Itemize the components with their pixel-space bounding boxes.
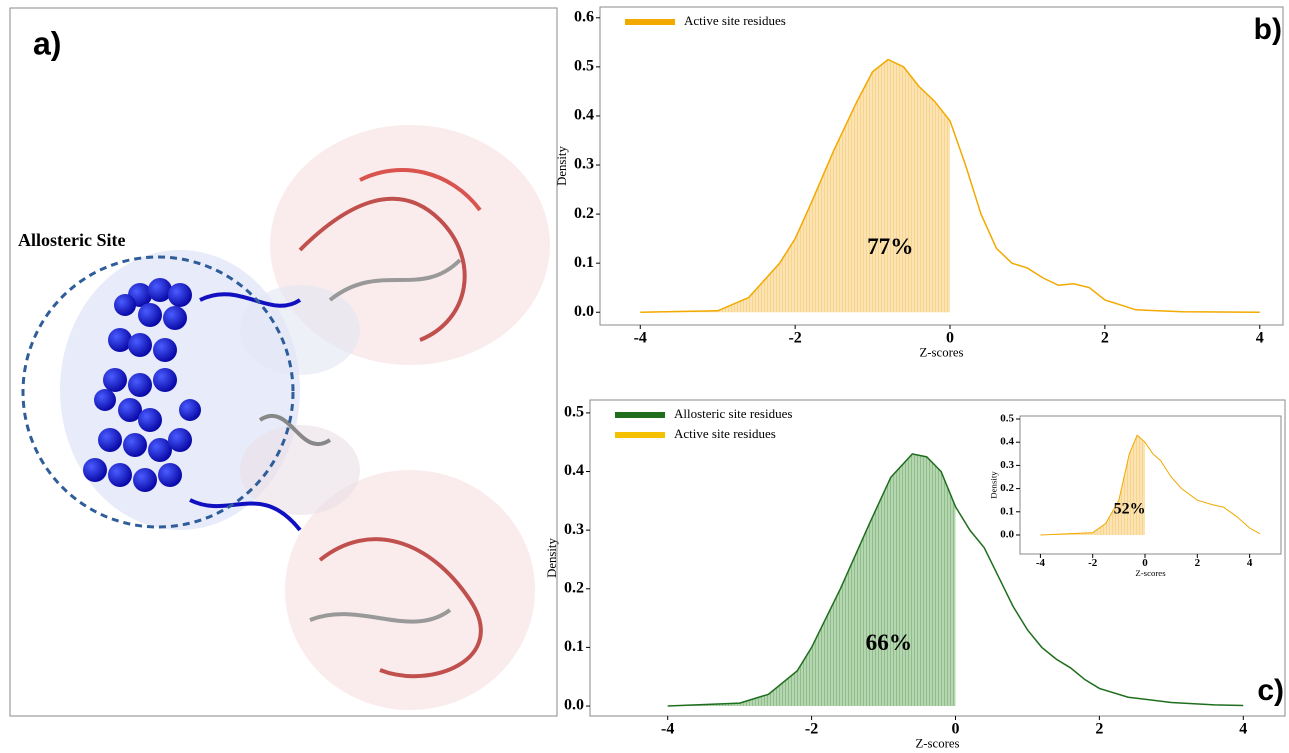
- site-label: Allosteric Site: [18, 230, 125, 250]
- legend-label: Active site residues: [674, 426, 776, 441]
- shaded-stripes: [667, 453, 956, 707]
- x-tick-label: -4: [661, 720, 674, 737]
- y-tick-label: 0.3: [574, 156, 594, 173]
- shaded-stripes: [1040, 435, 1146, 535]
- y-tick-label: 0.2: [564, 579, 584, 596]
- x-tick-label: 4: [1256, 329, 1264, 346]
- panel-label: c): [1257, 674, 1284, 707]
- y-tick-label: 0.1: [564, 638, 584, 655]
- x-tick-label: 2: [1101, 329, 1109, 346]
- density-line: [667, 453, 1244, 707]
- annotation: 66%: [866, 630, 912, 656]
- y-tick-label: 0.5: [564, 404, 584, 421]
- x-axis-label: Z-scores: [1135, 568, 1166, 578]
- allosteric-atoms: [83, 278, 201, 492]
- chart: 0.0 0.1 0.2 0.3 0.4 0.5 -4 -2 0 2 4 Z-scores Density…: [989, 413, 1282, 578]
- x-tick-label: 0: [946, 329, 954, 346]
- x-tick-label: 4: [1239, 720, 1247, 737]
- ribbons: [189, 168, 483, 679]
- x-tick-label: -2: [788, 329, 801, 346]
- x-tick-label: 0: [951, 720, 959, 737]
- panel-a: a) Allosteric Site: [9, 7, 558, 717]
- y-tick-label: 0.4: [1000, 436, 1014, 448]
- panel-label: b): [1254, 13, 1282, 46]
- protein-surface: [60, 250, 300, 530]
- y-tick-label: 0.6: [574, 8, 594, 25]
- legend-label: Active site residues: [684, 13, 786, 28]
- y-tick-label: 0.1: [1000, 505, 1014, 517]
- y-tick-label: 0.5: [574, 58, 594, 75]
- y-axis-label: Density: [555, 145, 569, 185]
- density-line: [1040, 434, 1261, 536]
- density-line: [640, 58, 1260, 313]
- y-tick-label: 0.4: [574, 107, 594, 124]
- protein-surface: [240, 425, 360, 515]
- y-tick-label: 0.3: [1000, 459, 1014, 471]
- x-tick-label: 4: [1247, 557, 1253, 569]
- y-axis-label: Density: [989, 471, 999, 499]
- x-tick-label: -2: [805, 720, 818, 737]
- y-tick-label: 0.2: [1000, 482, 1014, 494]
- y-tick-label: 0.0: [564, 697, 584, 714]
- x-tick-label: -4: [634, 329, 647, 346]
- y-tick-label: 0.3: [564, 521, 584, 538]
- x-tick-label: 2: [1195, 557, 1201, 569]
- panel-label: a): [33, 25, 61, 61]
- x-tick-label: -4: [1036, 557, 1046, 569]
- y-tick-label: 0.0: [1000, 529, 1014, 541]
- site-circle: [21, 255, 295, 529]
- chart: 0.0 0.1 0.2 0.3 0.4 0.5 0.6 -4 -2 0 2 4 Z-scores Dens…: [555, 6, 1284, 360]
- y-axis-label: Density: [545, 537, 559, 577]
- x-tick-label: 2: [1095, 720, 1103, 737]
- legend-label: Allosteric site residues: [674, 406, 792, 421]
- y-tick-label: 0.0: [574, 303, 594, 320]
- protein-surface: [285, 470, 535, 710]
- shaded-stripes: [640, 59, 951, 313]
- annotation: 52%: [1114, 500, 1146, 517]
- plot-frame: [1019, 415, 1282, 555]
- protein-surface: [240, 285, 360, 375]
- y-tick-label: 0.5: [1000, 413, 1014, 425]
- x-axis-label: Z-scores: [919, 346, 963, 360]
- y-tick-label: 0.2: [574, 205, 594, 222]
- annotation: 77%: [867, 234, 913, 260]
- y-tick-label: 0.4: [564, 462, 584, 479]
- y-tick-label: 0.1: [574, 254, 594, 271]
- x-axis-label: Z-scores: [915, 737, 959, 751]
- x-tick-label: -2: [1088, 557, 1098, 569]
- x-tick-label: 0: [1142, 557, 1148, 569]
